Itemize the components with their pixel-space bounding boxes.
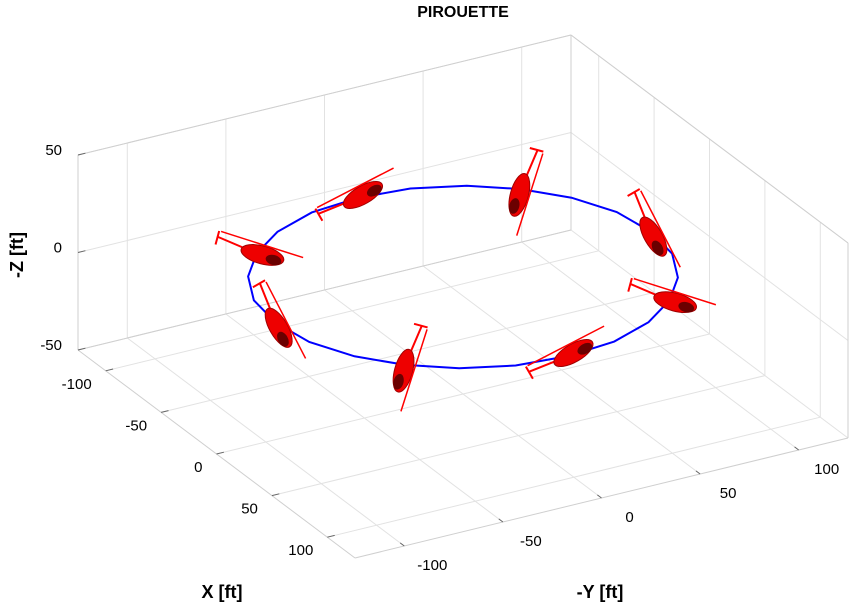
helicopter: [627, 188, 681, 268]
x-tick-label: -50: [125, 417, 147, 434]
tick-mark: [216, 451, 225, 455]
tick-mark: [399, 542, 405, 547]
helicopter-rotor: [640, 190, 681, 268]
tick-mark: [327, 534, 335, 538]
helicopter-fin: [627, 188, 641, 197]
helicopter-fin: [525, 366, 534, 380]
helicopter-rotor: [316, 167, 394, 209]
z-tick-label: -50: [40, 337, 62, 354]
y-tick-label: -100: [417, 557, 447, 574]
grid-line: [225, 313, 504, 523]
helicopter-cockpit: [678, 301, 695, 313]
helicopter: [392, 322, 428, 412]
helicopter: [525, 325, 605, 380]
z-axis-label: -Z [ft]: [7, 232, 27, 278]
z-tick-label: 50: [45, 142, 62, 159]
helicopter-fin: [252, 279, 266, 289]
y-tick-label: 50: [720, 485, 737, 502]
x-tick-label: -100: [62, 376, 92, 393]
chart-title: PIROUETTE: [417, 4, 509, 21]
helicopter: [214, 230, 304, 266]
helicopter-fin: [314, 208, 324, 222]
helicopter-cockpit: [277, 331, 289, 347]
x-tick-label: 0: [194, 459, 202, 476]
tick-mark: [77, 152, 86, 156]
helicopter-fin: [627, 277, 633, 292]
grid-line: [422, 265, 701, 475]
helicopter-fin: [214, 230, 221, 245]
helicopter-cockpit: [509, 198, 520, 214]
helicopter-fin: [413, 322, 428, 329]
grid-line: [521, 241, 800, 451]
trajectory: [247, 184, 679, 370]
x-axis-label: X [ft]: [202, 582, 243, 602]
tick-mark: [794, 446, 800, 451]
grid-line: [570, 132, 849, 341]
tick-mark: [271, 493, 280, 497]
helicopter-rotor: [515, 153, 544, 236]
y-tick-label: -50: [520, 533, 542, 550]
y-axis-label: -Y [ft]: [577, 582, 624, 602]
helicopter-rotor: [265, 281, 307, 359]
axis-line: [77, 34, 572, 156]
helicopter-body: [553, 339, 594, 368]
tick-mark: [160, 410, 169, 413]
helicopter-cockpit: [393, 373, 404, 390]
helicopter-rotor: [633, 277, 717, 306]
helicopter-cockpit: [577, 342, 593, 355]
axis-line: [77, 229, 572, 351]
z-tick-label: 0: [54, 239, 62, 256]
tick-mark: [597, 494, 602, 499]
tick-mark: [105, 368, 114, 372]
tick-mark: [695, 470, 701, 475]
helicopter-rotor: [220, 230, 304, 259]
tick-mark: [77, 347, 86, 351]
helicopter-fin: [529, 147, 544, 153]
helicopter: [627, 277, 717, 314]
helicopter-rotor: [400, 329, 428, 412]
helicopter-body: [639, 216, 668, 257]
helicopter: [508, 147, 544, 236]
helicopter: [252, 279, 307, 359]
helicopter-cockpit: [651, 240, 664, 256]
x-tick-label: 50: [241, 501, 258, 518]
helicopter-cockpit: [265, 254, 282, 266]
grid-line: [126, 337, 405, 547]
grid-line: [77, 132, 572, 253]
grid-line: [324, 289, 602, 499]
y-tick-label: 0: [625, 509, 633, 526]
grid-line: [570, 229, 849, 439]
y-tick-label: 100: [814, 461, 839, 478]
tick-mark: [77, 250, 86, 253]
axis-line: [570, 34, 849, 244]
helicopter-cockpit: [366, 184, 382, 197]
helicopter: [314, 167, 394, 222]
x-tick-label: 100: [288, 542, 313, 559]
tick-mark: [498, 518, 504, 523]
helicopter-rotor: [527, 325, 605, 367]
